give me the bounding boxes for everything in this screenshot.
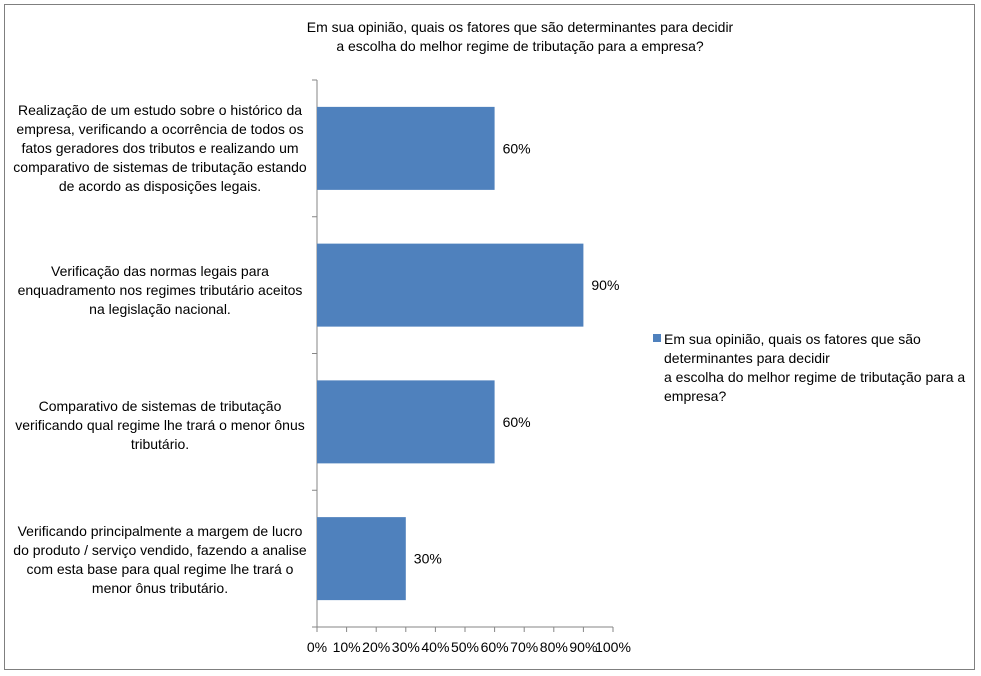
x-tick-label: 100% bbox=[595, 639, 631, 655]
bar bbox=[317, 106, 495, 190]
x-tick-label: 20% bbox=[362, 639, 390, 655]
x-tick-label: 10% bbox=[333, 639, 361, 655]
legend-label: Em sua opinião, quais os fatores que são… bbox=[664, 331, 966, 404]
x-tick-label: 30% bbox=[392, 639, 420, 655]
x-tick-label: 80% bbox=[540, 639, 568, 655]
data-label: 30% bbox=[414, 551, 442, 567]
category-label-1: Realização de um estudo sobre o históric… bbox=[13, 102, 307, 194]
x-tick-label: 90% bbox=[569, 639, 597, 655]
data-label: 60% bbox=[503, 414, 531, 430]
category-label-3: Comparativo de sistemas de tributação ve… bbox=[15, 398, 305, 452]
legend-swatch bbox=[653, 334, 661, 342]
bar bbox=[317, 243, 584, 327]
bar bbox=[317, 380, 495, 464]
category-label-4: Verificando principalmente a margem de l… bbox=[13, 523, 307, 596]
x-tick-label: 60% bbox=[481, 639, 509, 655]
category-label-2: Verificação das normas legais para enqua… bbox=[17, 263, 303, 317]
x-tick-label: 70% bbox=[510, 639, 538, 655]
bar bbox=[317, 517, 406, 601]
data-label: 60% bbox=[503, 140, 531, 156]
x-tick-label: 40% bbox=[421, 639, 449, 655]
x-tick-label: 0% bbox=[307, 639, 327, 655]
x-tick-label: 50% bbox=[451, 639, 479, 655]
data-label: 90% bbox=[591, 277, 619, 293]
chart-title: Em sua opinião, quais os fatores que são… bbox=[306, 19, 734, 54]
